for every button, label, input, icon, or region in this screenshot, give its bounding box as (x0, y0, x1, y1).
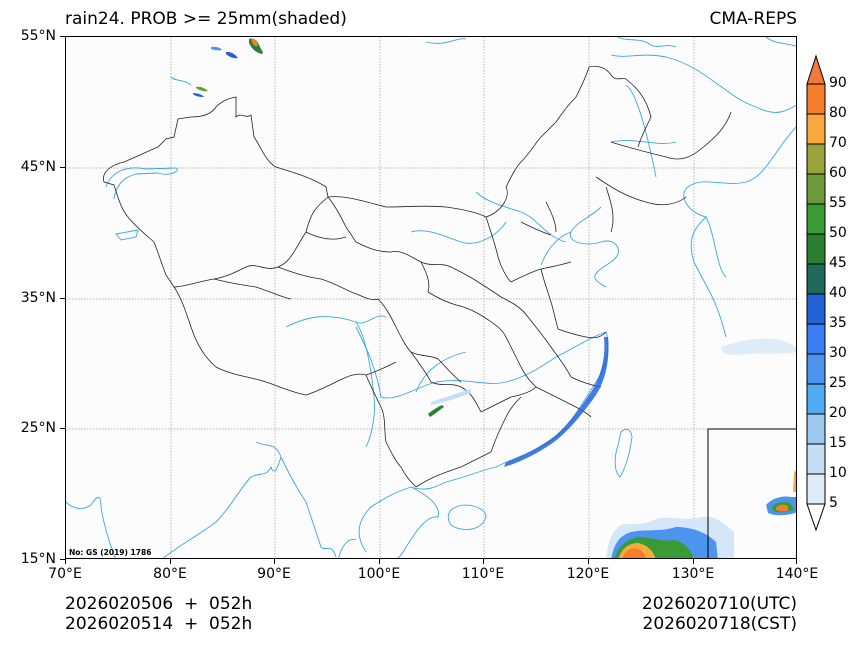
borders (103, 65, 732, 488)
x-tick-label: 80°E (153, 566, 187, 582)
y-tick-label: 45°N (20, 159, 56, 175)
x-tickmark (588, 559, 589, 564)
colorbar-label: 45 (829, 255, 847, 271)
valid-time-cst: 2026020718(CST) (642, 614, 797, 634)
colorbar-label: 35 (829, 315, 847, 331)
colorbar-label: 30 (829, 345, 847, 361)
coastlines (66, 37, 796, 558)
colorbar-label: 50 (829, 225, 847, 241)
south-china-sea-inset (707, 428, 796, 558)
map-canvas (66, 37, 796, 558)
x-tickmark (170, 559, 171, 564)
x-tickmark (65, 559, 66, 564)
probability-shading (193, 38, 796, 558)
init-time-cst: 2026020514 + 052h (65, 614, 253, 634)
valid-time-utc: 2026020710(UTC) (641, 594, 797, 614)
x-tick-label: 120°E (566, 566, 610, 582)
colorbar-label: 90 (829, 75, 847, 91)
colorbar-label: 10 (829, 465, 847, 481)
x-tickmark (379, 559, 380, 564)
map-plot-area (65, 36, 797, 559)
x-tick-label: 130°E (671, 566, 715, 582)
colorbar-label: 70 (829, 135, 847, 151)
x-tickmark (693, 559, 694, 564)
colorbar-label: 40 (829, 285, 847, 301)
y-tick-label: 55°N (20, 28, 56, 44)
colorbar-label: 25 (829, 375, 847, 391)
y-tickmark (60, 428, 65, 429)
colorbar-label: 5 (829, 495, 838, 511)
x-tick-label: 140°E (775, 566, 819, 582)
x-tick-label: 100°E (357, 566, 401, 582)
valid-time-block: 2026020710(UTC) 2026020718(CST) (642, 594, 797, 634)
y-tickmark (60, 167, 65, 168)
y-tick-label: 25°N (20, 420, 56, 436)
colorbar-label: 80 (829, 105, 847, 121)
x-tick-label: 90°E (257, 566, 291, 582)
init-time-utc: 2026020506 + 052h (65, 594, 253, 614)
colorbar-label: 20 (829, 405, 847, 421)
y-tickmark (60, 559, 65, 560)
x-tickmark (483, 559, 484, 564)
y-tick-label: 35°N (20, 290, 56, 306)
x-tickmark (274, 559, 275, 564)
colorbar-label: 15 (829, 435, 847, 451)
y-tick-label: 15°N (20, 551, 56, 567)
map-approval-number: No: GS (2019) 1786 (69, 548, 152, 557)
model-name: CMA-REPS (709, 9, 797, 29)
y-tickmark (60, 298, 65, 299)
x-tick-label: 110°E (461, 566, 505, 582)
colorbar (806, 54, 826, 532)
colorbar-label: 60 (829, 165, 847, 181)
gridlines (66, 37, 796, 558)
colorbar-label: 55 (829, 195, 847, 211)
init-time-block: 2026020506 + 052h 2026020514 + 052h (65, 594, 252, 634)
x-tick-label: 70°E (48, 566, 82, 582)
y-tickmark (60, 36, 65, 37)
chart-title: rain24. PROB >= 25mm(shaded) (65, 9, 347, 29)
x-tickmark (796, 559, 797, 564)
